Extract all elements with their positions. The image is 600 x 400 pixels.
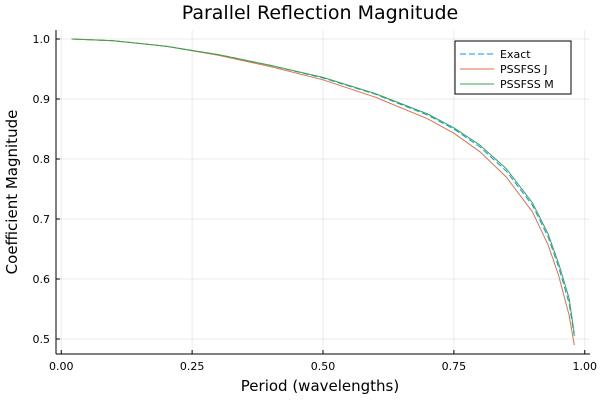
x-tick-label: 0.00	[49, 360, 74, 373]
y-tick-label: 0.5	[33, 333, 51, 346]
x-tick-label: 1.00	[573, 360, 598, 373]
series-line-pssfss-m	[71, 38, 575, 334]
x-tick-label: 0.25	[180, 360, 205, 373]
x-tick-label: 0.50	[311, 360, 336, 373]
y-tick-label: 0.7	[33, 213, 51, 226]
chart-title: Parallel Reflection Magnitude	[182, 2, 459, 24]
x-axis-label: Period (wavelengths)	[241, 377, 399, 395]
y-tick-label: 1.0	[33, 33, 51, 46]
grid	[56, 30, 590, 354]
y-axis-label: Coefficient Magnitude	[3, 110, 21, 275]
x-tick-label: 0.75	[442, 360, 467, 373]
legend-label: PSSFSS J	[500, 63, 547, 76]
series-layer	[71, 38, 575, 346]
ticks: 0.00 0.25 0.50 0.75 1.00 0.5 0.6 0.7 0.8 0.9 1.0	[33, 33, 598, 373]
legend: Exact PSSFSS J PSSFSS M	[454, 40, 572, 95]
legend-box	[454, 40, 572, 95]
y-tick-label: 0.6	[33, 273, 51, 286]
legend-label: Exact	[500, 48, 531, 61]
y-tick-label: 0.8	[33, 153, 51, 166]
legend-label: PSSFSS M	[500, 78, 554, 91]
y-tick-label: 0.9	[33, 93, 51, 106]
